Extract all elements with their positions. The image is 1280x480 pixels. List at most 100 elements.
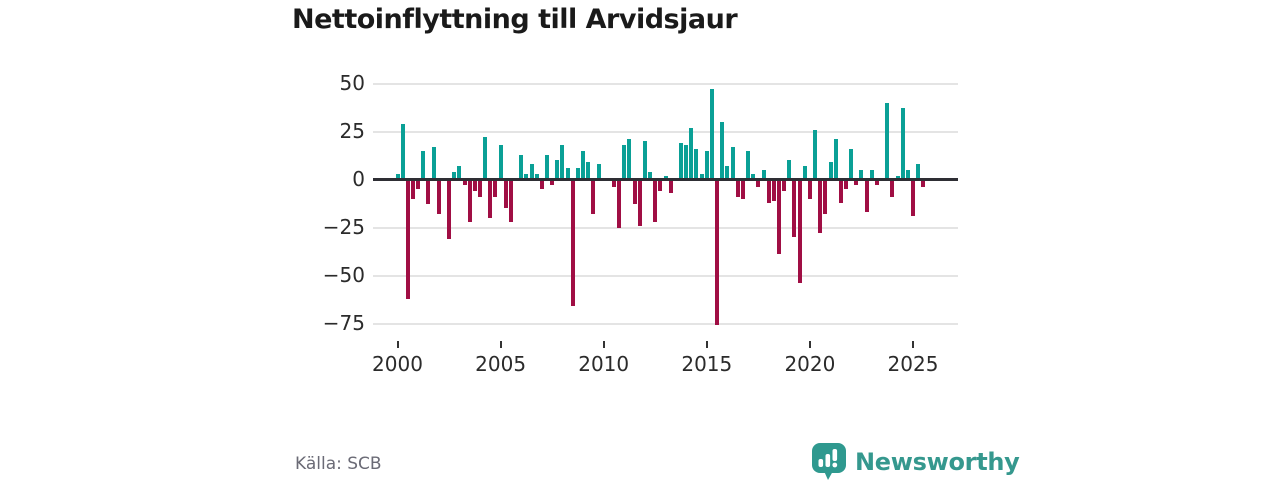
bar-2003-q1: [457, 166, 462, 180]
bar-2019-q1: [787, 160, 792, 180]
bar-2020-q1: [807, 179, 812, 199]
bar-2001-q4: [431, 146, 436, 180]
y-axis-label: −75: [322, 311, 365, 335]
bar-2021-q2: [833, 139, 838, 180]
bar-2015-q4: [720, 121, 725, 180]
bar-2010-q4: [617, 179, 622, 228]
bar-2023-q4: [885, 102, 890, 180]
bar-2014-q4: [699, 173, 704, 180]
bar-2007-q3: [550, 179, 555, 186]
bar-2007-q4: [555, 160, 560, 180]
bar-2015-q3: [715, 179, 720, 326]
bar-2025-q3: [921, 179, 926, 188]
bar-2011-q3: [632, 179, 637, 205]
bar-2011-q1: [622, 144, 627, 180]
bar-2002-q1: [436, 179, 441, 215]
newsworthy-logo: Newsworthy: [812, 443, 1020, 480]
bar-2018-q1: [766, 179, 771, 203]
bar-2007-q2: [544, 154, 549, 180]
bar-2002-q4: [452, 171, 457, 180]
bar-2024-q3: [900, 108, 905, 180]
bar-2004-q2: [483, 137, 488, 180]
x-axis-label: 2005: [475, 352, 527, 376]
chart-title: Nettoinflyttning till Arvidsjaur: [292, 4, 738, 35]
gridline: [373, 322, 958, 325]
bar-2014-q1: [684, 144, 689, 180]
bar-2018-q4: [782, 179, 787, 192]
bar-2025-q1: [911, 179, 915, 216]
bar-2022-q2: [854, 179, 859, 186]
bar-2003-q3: [467, 179, 472, 222]
bar-2005-q3: [508, 179, 513, 222]
x-axis-tick: [499, 341, 502, 348]
x-axis-tick: [912, 341, 914, 348]
bar-2008-q2: [565, 167, 570, 180]
bar-2012-q2: [648, 171, 653, 180]
x-axis-tick: [602, 341, 605, 348]
bar-2005-q2: [503, 179, 508, 209]
bar-2017-q4: [761, 169, 766, 180]
bar-2006-q4: [534, 173, 539, 180]
bar-2021-q4: [843, 179, 848, 190]
x-axis-tick: [705, 341, 708, 348]
bar-2022-q3: [859, 169, 864, 180]
bar-2018-q2: [771, 179, 776, 201]
bar-2007-q1: [539, 179, 544, 190]
bar-2020-q3: [818, 179, 823, 234]
bar-2017-q2: [751, 173, 756, 180]
x-axis-label: 2015: [681, 352, 733, 376]
gridline: [373, 226, 958, 229]
bar-2019-q2: [792, 179, 797, 238]
bar-2014-q2: [689, 127, 694, 180]
bar-2008-q1: [560, 144, 565, 180]
bar-2004-q1: [477, 179, 482, 197]
bar-2025-q2: [916, 164, 921, 180]
bar-2024-q2: [895, 175, 900, 180]
bar-2001-q2: [421, 150, 426, 180]
bar-2000-q2: [400, 123, 405, 180]
bar-2016-q4: [740, 179, 745, 199]
bar-2013-q1: [663, 175, 668, 180]
zero-axis-line: [373, 178, 958, 181]
bar-2017-q3: [756, 179, 761, 188]
bar-2009-q1: [581, 150, 586, 180]
bar-2011-q4: [637, 179, 642, 226]
bar-2000-q3: [405, 179, 410, 299]
bar-2016-q2: [730, 146, 735, 180]
bar-2011-q2: [627, 139, 632, 180]
bar-2004-q3: [488, 179, 493, 218]
bar-2000-q1: [395, 173, 400, 180]
bar-2020-q2: [813, 129, 818, 180]
bar-2012-q3: [653, 179, 658, 222]
bar-2012-q1: [642, 141, 647, 180]
bar-2009-q4: [596, 164, 601, 180]
bar-2013-q2: [668, 179, 673, 193]
bar-2024-q4: [905, 169, 910, 180]
y-axis-label: −25: [322, 215, 365, 239]
source-label: Källa: SCB: [295, 454, 382, 474]
newsworthy-bubble-chart-icon: [812, 443, 846, 480]
bar-2017-q1: [746, 150, 751, 180]
bar-2014-q3: [694, 148, 699, 180]
bar-2013-q4: [679, 143, 684, 180]
bar-2001-q1: [416, 179, 421, 190]
bar-2016-q3: [735, 179, 740, 197]
bar-2006-q2: [524, 173, 529, 180]
bar-2022-q4: [864, 179, 869, 213]
bar-2003-q4: [472, 179, 477, 192]
bar-2003-q2: [462, 179, 467, 186]
x-axis-label: 2010: [578, 352, 630, 376]
bar-2016-q1: [725, 166, 730, 180]
bar-2004-q4: [493, 179, 498, 197]
gridline: [373, 130, 958, 133]
y-axis-label: −50: [322, 263, 365, 287]
x-axis-label: 2020: [784, 352, 836, 376]
bar-2008-q4: [575, 167, 580, 180]
y-axis-label: 25: [339, 119, 365, 143]
bar-2000-q4: [410, 179, 415, 199]
x-axis-label: 2025: [887, 352, 939, 376]
x-axis-tick: [396, 341, 399, 348]
gridline: [373, 82, 958, 85]
bar-2005-q1: [498, 144, 503, 180]
